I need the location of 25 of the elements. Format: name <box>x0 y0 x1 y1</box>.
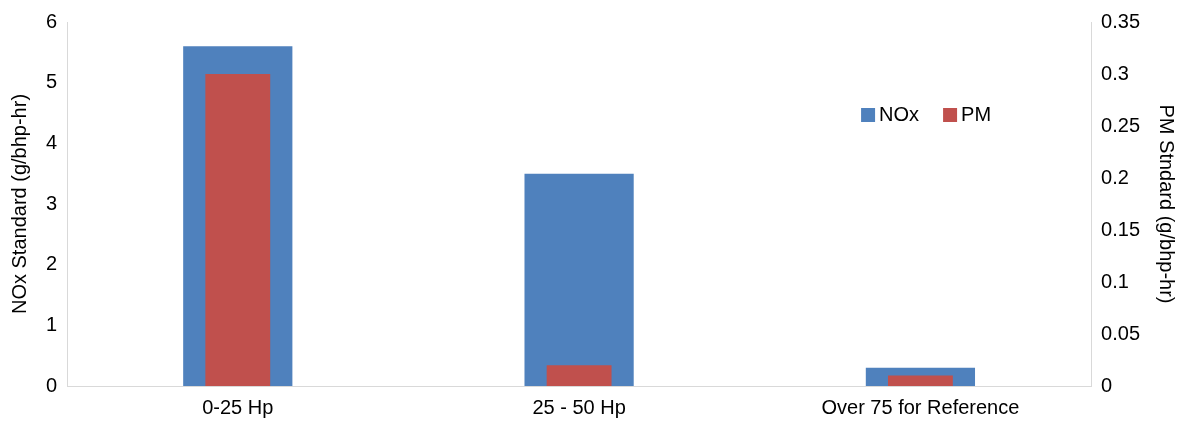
y2-axis-title: PM Stndard (g/bhp-hr) <box>1156 104 1179 304</box>
y-tick-label: 5 <box>46 70 58 93</box>
y-tick-label: 0 <box>46 373 58 396</box>
y2-tick-label: 0.25 <box>1101 113 1141 136</box>
y2-tick-label: 0.05 <box>1101 321 1141 344</box>
legend-label: PM <box>961 102 992 125</box>
x-tick-label: Over 75 for Reference <box>821 395 1020 418</box>
y-tick-label: 3 <box>46 191 58 214</box>
y2-tick-label: 0.35 <box>1101 9 1141 32</box>
bar <box>887 375 953 386</box>
y-axis-title: NOx Standard (g/bhp-hr) <box>7 93 30 315</box>
y-tick-label: 2 <box>46 252 58 275</box>
x-tick-label: 0-25 Hp <box>202 395 274 418</box>
y2-tick-label: 0 <box>1101 373 1113 396</box>
y-tick-label: 4 <box>46 130 58 153</box>
y2-tick-label: 0.3 <box>1101 61 1129 84</box>
x-tick-label: 25 - 50 Hp <box>532 395 626 418</box>
y-tick-label: 6 <box>46 9 58 32</box>
y2-tick-label: 0.2 <box>1101 165 1129 188</box>
y2-tick-label: 0.1 <box>1101 269 1129 292</box>
bar <box>524 173 634 386</box>
legend-label: NOx <box>879 102 920 125</box>
y2-tick-label: 0.15 <box>1101 217 1141 240</box>
y-tick-label: 1 <box>46 312 58 335</box>
bar <box>546 365 612 386</box>
